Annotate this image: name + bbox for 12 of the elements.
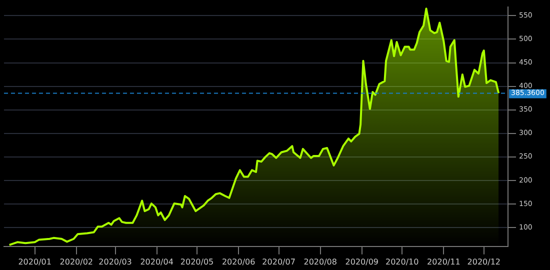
- x-tick-label: 2020/09: [345, 257, 379, 266]
- x-tick-label: 2020/05: [180, 257, 214, 266]
- x-tick-label: 2020/11: [427, 257, 460, 266]
- x-tick-label: 2020/01: [18, 257, 52, 266]
- x-tick-label: 2020/04: [140, 257, 174, 266]
- x-tick-label: 2020/08: [304, 257, 337, 266]
- x-tick-label: 2020/06: [222, 257, 256, 266]
- x-tick-label: 2020/07: [262, 257, 296, 266]
- x-tick-label: 2020/10: [385, 257, 419, 266]
- x-tick-label: 2020/03: [98, 257, 132, 266]
- x-tick-label: 2020/02: [60, 257, 93, 266]
- x-tick-label: 2020/12: [467, 257, 500, 266]
